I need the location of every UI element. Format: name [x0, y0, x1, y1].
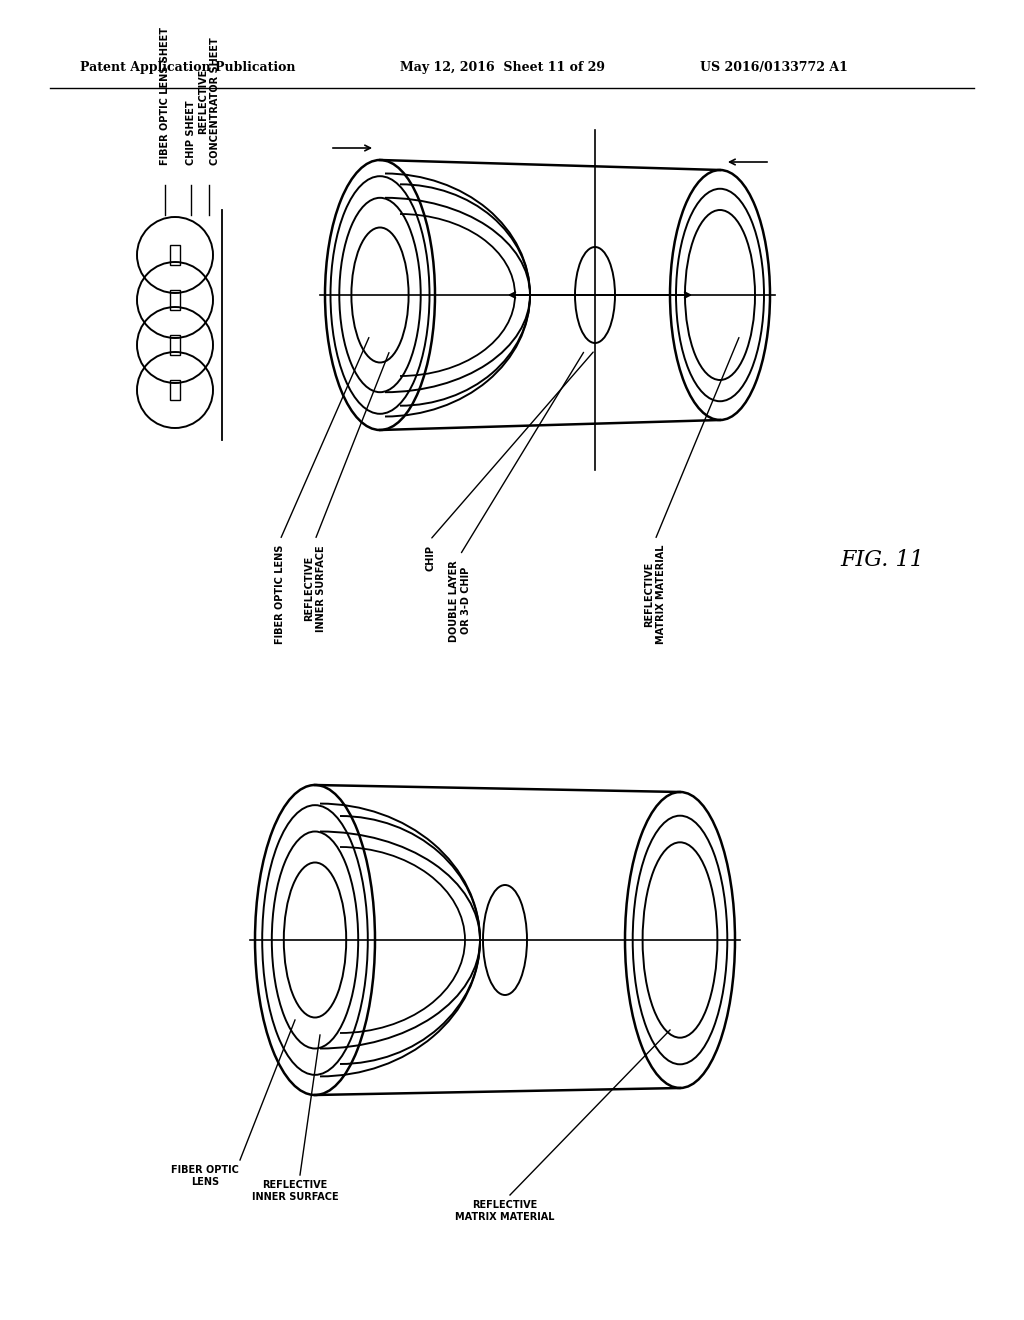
Text: DOUBLE LAYER
OR 3-D CHIP: DOUBLE LAYER OR 3-D CHIP — [450, 560, 471, 642]
Text: FIBER OPTIC LENS: FIBER OPTIC LENS — [275, 545, 285, 644]
Bar — [170, 246, 180, 265]
Text: FIBER OPTIC
LENS: FIBER OPTIC LENS — [171, 1166, 239, 1187]
Text: US 2016/0133772 A1: US 2016/0133772 A1 — [700, 62, 848, 74]
Text: May 12, 2016  Sheet 11 of 29: May 12, 2016 Sheet 11 of 29 — [400, 62, 605, 74]
Text: Patent Application Publication: Patent Application Publication — [80, 62, 296, 74]
Bar — [170, 335, 180, 355]
Text: REFLECTIVE
INNER SURFACE: REFLECTIVE INNER SURFACE — [304, 545, 326, 632]
Bar — [170, 380, 180, 400]
Text: REFLECTIVE
MATRIX MATERIAL: REFLECTIVE MATRIX MATERIAL — [644, 545, 666, 644]
Text: CHIP SHEET: CHIP SHEET — [186, 100, 196, 165]
Text: FIBER OPTIC LENS SHEET: FIBER OPTIC LENS SHEET — [160, 26, 170, 165]
Text: REFLECTIVE
INNER SURFACE: REFLECTIVE INNER SURFACE — [252, 1180, 338, 1201]
Text: REFLECTIVE
CONCENTRATOR SHEET: REFLECTIVE CONCENTRATOR SHEET — [199, 37, 220, 165]
Text: FIG. 11: FIG. 11 — [840, 549, 924, 572]
Text: REFLECTIVE
MATRIX MATERIAL: REFLECTIVE MATRIX MATERIAL — [456, 1200, 555, 1221]
Text: CHIP: CHIP — [425, 545, 435, 572]
Bar — [170, 290, 180, 310]
